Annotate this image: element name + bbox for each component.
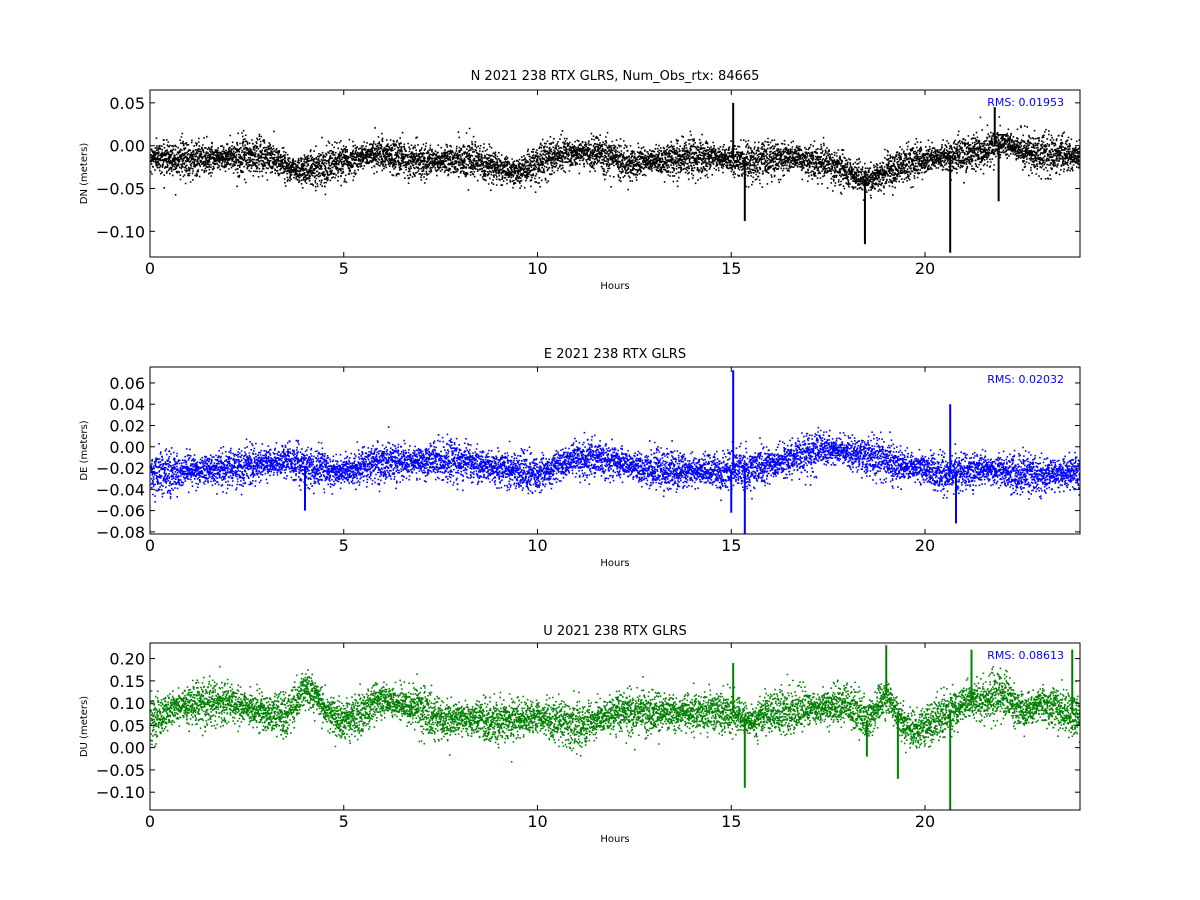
- axes-frame: [149, 366, 1081, 535]
- x-axis-label: Hours: [600, 281, 629, 292]
- y-tick-label: −0.10: [96, 783, 145, 802]
- panel-title: U 2021 238 RTX GLRS: [543, 624, 686, 639]
- tick-layer: 0 5 10 15 20 0.06 0.04 0.02 0.00 −0.02 −0.04 −0.06 −…: [96, 367, 1080, 555]
- axes-frame: [149, 642, 1081, 811]
- x-tick-label: 0: [145, 812, 155, 831]
- panel-east: E 2021 238 RTX GLRS DE (meters) Hours RM…: [79, 347, 1081, 569]
- y-tick-label: 0.05: [109, 716, 145, 735]
- y-tick-label: 0.00: [109, 137, 145, 156]
- y-tick-label: −0.06: [96, 502, 145, 521]
- x-tick-label: 10: [527, 536, 547, 555]
- y-tick-label: 0.00: [109, 438, 145, 457]
- axes-frame: [149, 89, 1081, 258]
- x-tick-label: 5: [339, 536, 349, 555]
- y-tick-label: 0.06: [109, 374, 145, 393]
- plot-area: [150, 645, 1080, 810]
- panel-title: E 2021 238 RTX GLRS: [544, 347, 686, 362]
- x-axis-label: Hours: [600, 834, 629, 845]
- series-points: [150, 665, 1080, 763]
- x-tick-label: 15: [721, 536, 741, 555]
- y-axis-label: DU (meters): [79, 696, 90, 757]
- rms-annotation: RMS: 0.01953: [987, 96, 1064, 109]
- panel-up: U 2021 238 RTX GLRS DU (meters) Hours RM…: [79, 624, 1081, 845]
- y-tick-label: −0.02: [96, 459, 145, 478]
- y-tick-label: 0.00: [109, 739, 145, 758]
- rms-annotation: RMS: 0.08613: [987, 649, 1064, 662]
- y-tick-label: 0.10: [109, 694, 145, 713]
- y-tick-label: −0.08: [96, 523, 145, 542]
- y-tick-label: −0.05: [96, 179, 145, 198]
- y-tick-label: 0.02: [109, 417, 145, 436]
- tick-layer: 0 5 10 15 20 0.20 0.15 0.10 0.05 0.00 −0.05 −0.10: [96, 643, 1080, 831]
- panel-north: N 2021 238 RTX GLRS, Num_Obs_rtx: 84665 …: [79, 69, 1081, 292]
- plot-area: [150, 102, 1080, 253]
- panel-title: N 2021 238 RTX GLRS, Num_Obs_rtx: 84665: [471, 69, 760, 84]
- x-tick-label: 20: [915, 536, 935, 555]
- x-tick-label: 20: [915, 812, 935, 831]
- y-tick-label: 0.15: [109, 672, 145, 691]
- rms-annotation: RMS: 0.02032: [987, 373, 1064, 386]
- x-axis-label: Hours: [600, 558, 629, 569]
- x-tick-label: 15: [721, 259, 741, 278]
- x-tick-label: 10: [527, 259, 547, 278]
- y-tick-label: −0.04: [96, 480, 145, 499]
- y-tick-label: 0.20: [109, 650, 145, 669]
- x-tick-label: 5: [339, 812, 349, 831]
- y-tick-label: −0.05: [96, 761, 145, 780]
- tick-layer: 0 5 10 15 20 0.05 0.00 −0.05 −0.10: [96, 90, 1080, 278]
- y-tick-label: 0.05: [109, 94, 145, 113]
- plot-area: [150, 370, 1080, 534]
- x-tick-label: 5: [339, 259, 349, 278]
- x-tick-label: 0: [145, 259, 155, 278]
- y-axis-label: DN (meters): [79, 143, 90, 205]
- x-tick-label: 0: [145, 536, 155, 555]
- x-tick-label: 15: [721, 812, 741, 831]
- x-tick-label: 20: [915, 259, 935, 278]
- y-axis-label: DE (meters): [79, 420, 90, 480]
- x-tick-label: 10: [527, 812, 547, 831]
- series-points: [150, 426, 1080, 503]
- series-points: [150, 116, 1080, 201]
- y-tick-label: −0.10: [96, 222, 145, 241]
- y-tick-label: 0.04: [109, 395, 145, 414]
